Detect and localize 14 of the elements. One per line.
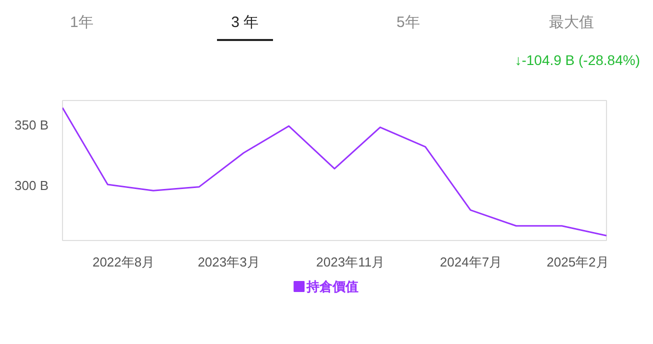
text: 最大值 (548, 13, 595, 33)
x-tick-label: 2022年8月 (92, 254, 155, 270)
text: 3 年 (217, 12, 273, 42)
x-tick-label: 2023年3月 (198, 254, 260, 270)
x-tick-label: 2025年2月 (546, 254, 609, 270)
x-tick-label: 2024年7月 (440, 254, 502, 270)
line-series (62, 107, 606, 236)
text: 5年 (395, 13, 421, 33)
y-tick-label: 300 B (14, 178, 49, 194)
x-tick-label: 2023年11月 (316, 254, 385, 270)
y-tick-label: 350 B (14, 117, 49, 132)
text: 1年 (68, 13, 94, 33)
text: ↓-104.9 B (-28.84%) (514, 51, 640, 70)
legend-label: 持倉價值 (306, 279, 359, 294)
